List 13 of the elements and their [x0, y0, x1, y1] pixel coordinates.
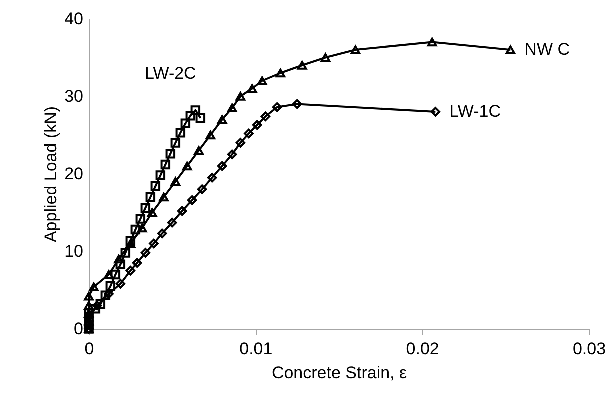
x-tick-label: 0.03: [572, 340, 606, 358]
series-label: LW-2C: [145, 64, 196, 84]
y-tick-label: 40: [64, 10, 84, 28]
y-tick-label: 30: [64, 87, 84, 106]
x-tick-label: 0.01: [240, 340, 273, 358]
series-label: NW C: [524, 40, 570, 59]
y-tick-label: 20: [64, 164, 84, 184]
y-tick-label: 0: [74, 320, 84, 338]
y-axis-title: Applied Load (kN): [42, 106, 61, 243]
x-tick-label: 0.02: [406, 340, 440, 358]
series-label: LW-1C: [450, 102, 501, 121]
y-tick-label: 10: [64, 242, 84, 261]
x-axis-title: Concrete Strain, ε: [272, 364, 408, 382]
